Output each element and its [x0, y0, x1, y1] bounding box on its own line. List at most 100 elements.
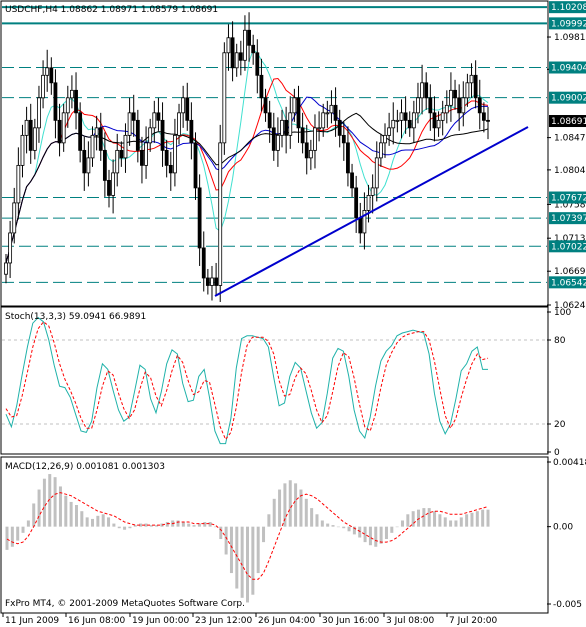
candle[interactable]: [284, 106, 289, 154]
candle[interactable]: [243, 15, 247, 71]
candle[interactable]: [304, 124, 309, 175]
candle[interactable]: [32, 118, 37, 160]
candle[interactable]: [267, 100, 272, 143]
candle[interactable]: [251, 34, 256, 65]
candle[interactable]: [457, 84, 462, 131]
candle[interactable]: [280, 109, 284, 148]
candle[interactable]: [160, 102, 165, 167]
candle[interactable]: [370, 174, 375, 214]
candle[interactable]: [321, 103, 326, 137]
candle[interactable]: [189, 102, 194, 160]
candle[interactable]: [275, 117, 280, 167]
candle[interactable]: [86, 141, 91, 187]
candle[interactable]: [407, 111, 412, 137]
candle[interactable]: [214, 262, 219, 296]
candle[interactable]: [152, 100, 157, 143]
candle[interactable]: [90, 126, 95, 167]
candle[interactable]: [453, 79, 457, 110]
candle[interactable]: [449, 72, 453, 122]
candle[interactable]: [399, 99, 404, 139]
candle[interactable]: [391, 102, 396, 145]
candle[interactable]: [37, 85, 41, 143]
candle[interactable]: [131, 94, 136, 137]
candle[interactable]: [28, 103, 33, 164]
candle[interactable]: [473, 60, 478, 109]
candle[interactable]: [366, 184, 371, 223]
candle[interactable]: [346, 126, 350, 187]
candle[interactable]: [210, 265, 214, 301]
candle[interactable]: [461, 81, 466, 127]
candle[interactable]: [333, 87, 338, 137]
candle[interactable]: [288, 96, 293, 149]
candle[interactable]: [98, 112, 103, 161]
candle[interactable]: [354, 175, 359, 233]
candle[interactable]: [119, 141, 124, 167]
candle[interactable]: [477, 79, 482, 130]
trendline[interactable]: [214, 126, 529, 297]
candle[interactable]: [173, 118, 177, 187]
candle[interactable]: [395, 109, 400, 133]
candle[interactable]: [341, 121, 346, 161]
candle[interactable]: [181, 85, 186, 128]
candle[interactable]: [378, 133, 383, 167]
candle[interactable]: [469, 63, 474, 98]
candle[interactable]: [107, 169, 111, 208]
candle[interactable]: [440, 100, 445, 136]
candle[interactable]: [102, 132, 107, 197]
candle[interactable]: [247, 12, 251, 62]
candle[interactable]: [337, 109, 342, 148]
candle[interactable]: [222, 42, 227, 155]
candle[interactable]: [82, 136, 87, 191]
candle[interactable]: [387, 112, 392, 146]
candle[interactable]: [197, 174, 202, 266]
candle[interactable]: [12, 187, 17, 244]
candle[interactable]: [70, 75, 74, 109]
candle[interactable]: [41, 60, 45, 109]
candle[interactable]: [432, 96, 437, 142]
candle[interactable]: [218, 124, 223, 302]
candle[interactable]: [177, 103, 181, 145]
candle[interactable]: [416, 82, 420, 124]
candle[interactable]: [271, 112, 276, 161]
candle[interactable]: [94, 115, 99, 151]
candle[interactable]: [234, 43, 239, 77]
candle[interactable]: [374, 141, 379, 202]
candle[interactable]: [465, 73, 470, 107]
candle[interactable]: [20, 124, 25, 178]
candle[interactable]: [135, 109, 140, 163]
candle[interactable]: [436, 111, 441, 137]
candle[interactable]: [16, 147, 21, 220]
candle[interactable]: [168, 151, 173, 191]
candle[interactable]: [148, 118, 153, 152]
candle[interactable]: [230, 21, 235, 82]
candle[interactable]: [313, 114, 317, 169]
candle[interactable]: [65, 85, 70, 128]
candle[interactable]: [127, 97, 132, 146]
candle[interactable]: [350, 163, 354, 197]
candle[interactable]: [259, 58, 264, 112]
candle[interactable]: [226, 24, 231, 71]
candle[interactable]: [420, 64, 424, 115]
candle[interactable]: [4, 253, 8, 284]
candle[interactable]: [238, 40, 243, 76]
candle[interactable]: [329, 90, 334, 124]
candle[interactable]: [164, 139, 169, 178]
candle[interactable]: [444, 90, 449, 124]
candle[interactable]: [201, 231, 206, 292]
candle[interactable]: [292, 88, 297, 122]
candle[interactable]: [144, 126, 148, 179]
candle[interactable]: [403, 96, 408, 134]
candle[interactable]: [486, 106, 490, 140]
candle[interactable]: [193, 132, 198, 200]
candle[interactable]: [61, 103, 66, 152]
candle[interactable]: [317, 111, 321, 142]
candle[interactable]: [300, 112, 305, 154]
candle[interactable]: [111, 159, 116, 214]
candle[interactable]: [325, 100, 330, 128]
candle[interactable]: [185, 82, 190, 131]
candle[interactable]: [308, 139, 313, 170]
candle[interactable]: [45, 49, 50, 92]
candle[interactable]: [156, 97, 161, 131]
candle[interactable]: [8, 220, 13, 278]
candle[interactable]: [263, 88, 268, 122]
